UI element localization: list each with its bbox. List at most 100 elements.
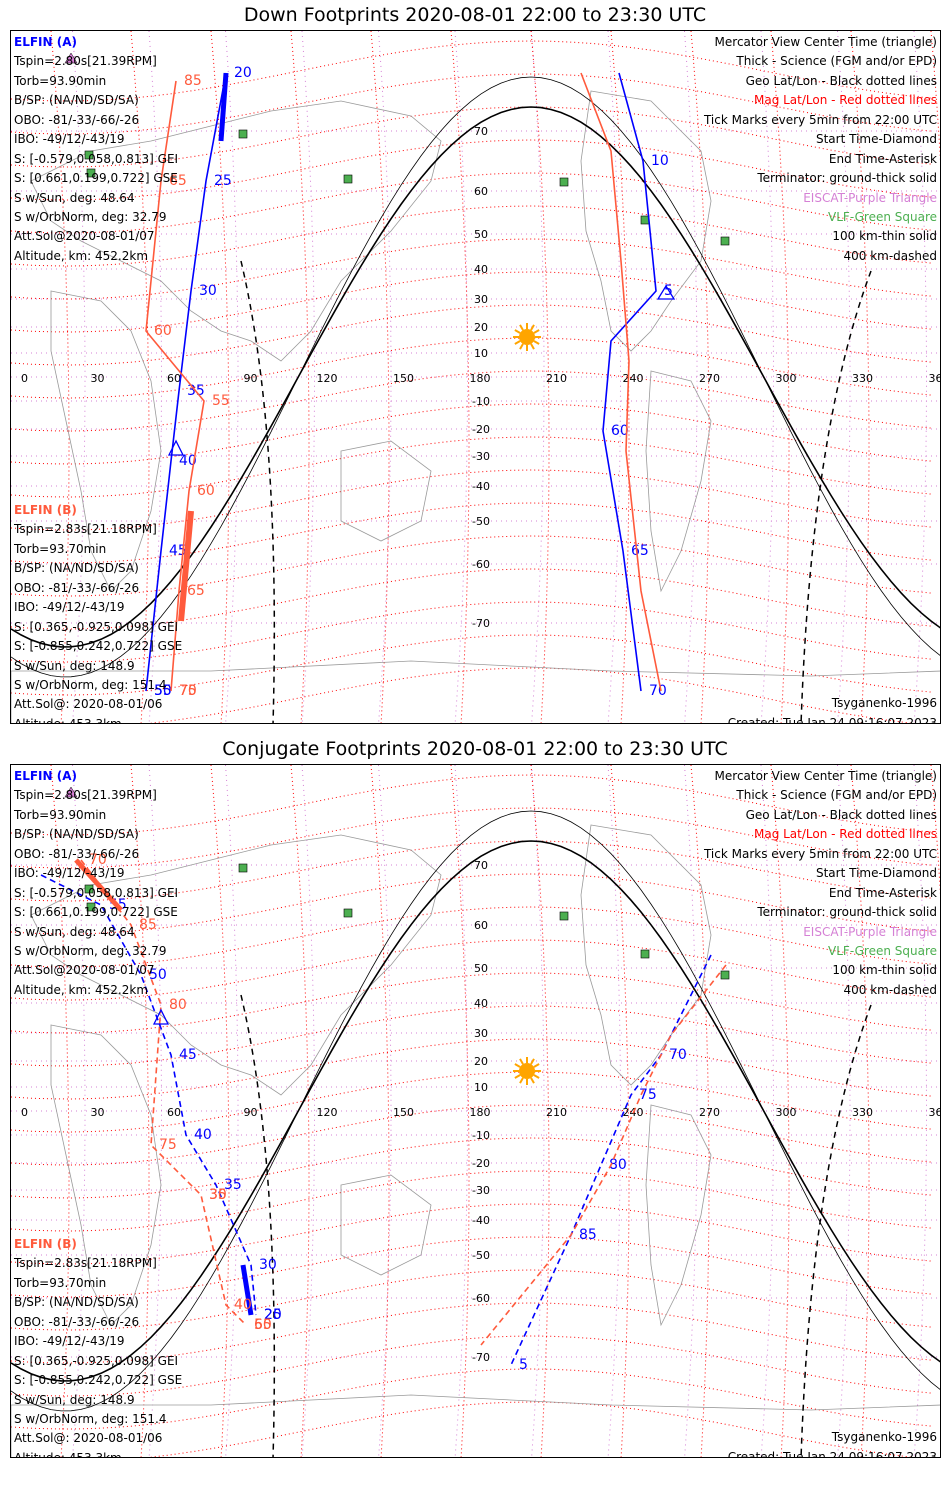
lat-tick-label: 30 <box>474 1027 488 1040</box>
tick-label: 50 <box>154 683 172 699</box>
info-line: Tspin=2.83s[21.18RPM] <box>14 522 157 537</box>
tick-label: 40 <box>234 1297 252 1313</box>
tick-label: 80 <box>169 997 187 1013</box>
tick-label: 70 <box>649 683 667 699</box>
continent-outline <box>340 1174 432 1276</box>
lon-tick-label: 90 <box>244 1106 258 1119</box>
mag-lat-line <box>11 906 932 968</box>
info-elfin-a: ELFIN (A) Tspin=2.80s[21.39RPM] Torb=93.… <box>14 767 178 1000</box>
geo-lon-line <box>760 765 774 1457</box>
eiscat-triangle <box>64 786 78 798</box>
mag-lat-line <box>11 1269 932 1331</box>
elfin-a-track <box>40 874 257 1316</box>
tick-label: 70 <box>179 683 197 699</box>
legend-item: End Time-Asterisk <box>828 151 937 166</box>
lon-tick-label: 240 <box>623 372 644 385</box>
map-canvas-down: 0 30 60 90 120 150 180 210 240 270 300 330 360 70 60 50… <box>11 31 940 723</box>
geo-lon-line <box>225 31 239 723</box>
tick-label: 10 <box>651 153 669 169</box>
terminator-100km <box>11 76 940 678</box>
created-label: Created: Tue Jan 24 09:16:07 2023 <box>727 716 937 724</box>
info-line: B/SP: (NA/ND/SD/SA) <box>14 1295 139 1310</box>
legend-item: EISCAT-Purple Triangle <box>803 190 937 205</box>
panel-title-conjugate: Conjugate Footprints 2020-08-01 22:00 to… <box>222 738 728 760</box>
lon-tick-label: 150 <box>393 1106 414 1119</box>
tick-label: 75 <box>159 1137 177 1153</box>
panel-title-down: Down Footprints 2020-08-01 22:00 to 23:3… <box>243 4 707 26</box>
elfin-a-track <box>145 72 227 692</box>
info-line: S w/Sun, deg: 48.64 <box>14 924 135 939</box>
legend-item: Terminator: ground-thick solid <box>757 905 937 920</box>
vlf-site-marker <box>720 970 730 980</box>
lon-tick-label: 0 <box>21 1106 28 1119</box>
info-line: S: [0.661,0.199,0.722] GSE <box>14 905 178 920</box>
info-line: S: [0.365,-0.925,0.098] GEI <box>14 619 179 634</box>
lon-tick-label: 90 <box>244 372 258 385</box>
lat-tick-label: -40 <box>472 1214 490 1227</box>
info-line: Att.Sol@2020-08-01/07 <box>14 229 155 244</box>
mag-lat-line <box>11 601 932 663</box>
tick-label: 75 <box>179 683 197 699</box>
sun-ray <box>519 324 524 331</box>
elfin-b-header: ELFIN (B) <box>14 503 77 517</box>
sun-ray <box>530 1058 535 1065</box>
elfin-a-science-segment <box>218 72 229 142</box>
mag-lat-line <box>11 139 932 201</box>
tick-label: 65 <box>187 583 205 599</box>
sun-ray <box>533 340 540 345</box>
tick-label: 70 <box>89 852 107 868</box>
info-line: S w/Sun, deg: 148.9 <box>14 1392 135 1407</box>
elfin-a-science-segment <box>240 1264 254 1316</box>
sun-ray <box>514 1063 521 1068</box>
geo-lon-line <box>684 31 698 723</box>
info-line: Att.Sol@2020-08-01/07 <box>14 963 155 978</box>
geo-lon-line <box>913 31 927 723</box>
lat-tick-label: -40 <box>472 480 490 493</box>
terminator-ground <box>11 106 940 648</box>
tick-label: 30 <box>259 1257 277 1273</box>
legend-item: VLF-Green Square <box>828 943 937 958</box>
lat-tick-label: 70 <box>474 125 488 138</box>
tick-label: 25 <box>264 1307 282 1323</box>
info-line: S w/OrbNorm, deg: 32.79 <box>14 943 167 958</box>
lon-tick-label: 150 <box>393 372 414 385</box>
vlf-site-marker <box>86 902 96 912</box>
terminator-400km <box>240 260 276 723</box>
mag-lat-line <box>11 1005 932 1067</box>
mag-lat-line <box>11 634 932 696</box>
eiscat-triangle <box>64 52 78 64</box>
vlf-site-marker <box>640 215 650 225</box>
lat-tick-label: 40 <box>474 997 488 1010</box>
lat-tick-label: 60 <box>474 919 488 932</box>
geo-lon-line <box>454 31 468 723</box>
lat-tick-label: -60 <box>472 1292 490 1305</box>
info-line: S w/OrbNorm, deg: 32.79 <box>14 209 167 224</box>
lat-tick-label: -10 <box>472 1129 490 1142</box>
mag-lat-line <box>11 1170 932 1232</box>
terminator-100km <box>11 810 940 1412</box>
info-line: IBO: -49/12/-43/19 <box>14 1334 125 1349</box>
geo-lon-line <box>378 765 392 1457</box>
info-line: OBO: -81/-33/-66/-26 <box>14 1314 140 1329</box>
lon-tick-label: 30 <box>91 372 105 385</box>
elfin-a-track-2 <box>602 72 657 692</box>
tick-label: 20 <box>264 1307 282 1323</box>
elfin-b-track <box>80 859 247 1326</box>
mag-lat-line <box>11 370 932 432</box>
info-line: S w/OrbNorm, deg: 151.4 <box>14 677 167 692</box>
vlf-site-marker <box>559 911 569 921</box>
legend-item: Start Time-Diamond <box>815 866 937 881</box>
info-line: S: [-0.855,0.242,0.722] GSE <box>14 639 183 654</box>
legend-item: Mag Lat/Lon - Red dotted lines <box>753 93 937 108</box>
mag-lat-line <box>11 1038 932 1100</box>
tick-label: 35 <box>224 1177 242 1193</box>
sun-ray <box>519 1077 524 1084</box>
geo-lon-line <box>760 31 774 723</box>
tick-label: 60 <box>611 423 629 439</box>
tick-label: 55 <box>154 683 172 699</box>
mag-lat-line <box>11 568 932 630</box>
lon-tick-label: 330 <box>852 372 873 385</box>
vlf-site-marker <box>86 168 96 178</box>
mag-lat-line <box>11 502 932 564</box>
tick-label: 65 <box>169 173 187 189</box>
